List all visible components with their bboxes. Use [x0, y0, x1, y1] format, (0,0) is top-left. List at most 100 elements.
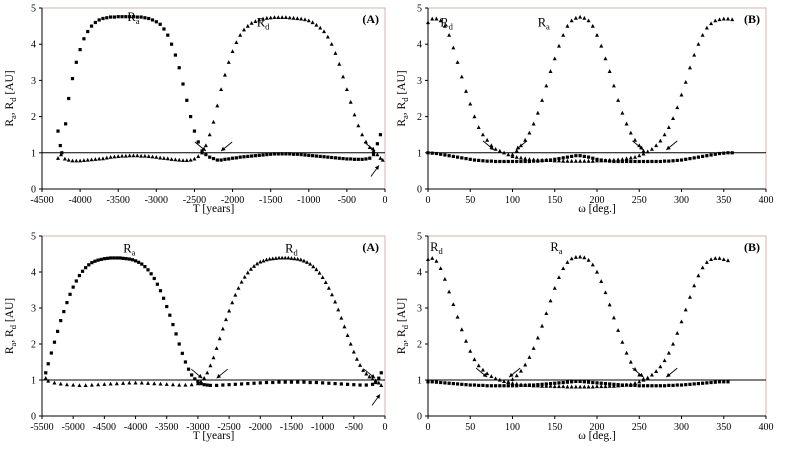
x-tick-label: 350	[716, 195, 731, 206]
y-tick-label: 5	[31, 4, 36, 15]
data-point	[553, 381, 557, 385]
data-point	[264, 380, 269, 385]
x-tick-label: -4500	[30, 195, 53, 206]
data-point	[675, 158, 679, 163]
data-point	[641, 384, 646, 388]
y-axis-label-part: R	[396, 119, 408, 127]
data-point	[89, 157, 94, 162]
y-axis-label-part: [AU]	[396, 298, 408, 325]
data-point	[493, 146, 498, 151]
data-point	[288, 152, 292, 156]
data-point	[510, 381, 515, 385]
data-point	[493, 376, 498, 381]
data-point	[102, 257, 106, 261]
data-point	[314, 154, 318, 158]
curve-label: Rd	[440, 15, 453, 31]
data-point	[662, 358, 667, 363]
data-point	[82, 37, 86, 41]
x-tick-label: -2000	[249, 422, 272, 433]
data-point	[590, 384, 595, 389]
data-point	[133, 259, 138, 263]
data-point	[629, 383, 633, 387]
curve-label: Ra	[123, 242, 135, 258]
data-point	[183, 382, 188, 387]
data-point	[671, 383, 675, 387]
data-point	[318, 25, 323, 30]
data-point	[569, 158, 574, 163]
data-point	[595, 384, 599, 389]
data-point	[208, 363, 213, 368]
data-point	[227, 308, 232, 313]
data-point	[527, 355, 532, 359]
data-point	[46, 362, 50, 366]
y-axis-label-part: a	[8, 342, 18, 346]
data-point	[540, 98, 545, 102]
data-point	[349, 157, 353, 161]
data-point	[730, 17, 735, 22]
data-point	[481, 159, 485, 163]
data-point	[120, 15, 124, 19]
data-point	[292, 256, 297, 261]
data-point	[578, 254, 583, 259]
data-point	[514, 154, 519, 159]
data-point	[637, 153, 642, 158]
data-point	[671, 159, 675, 163]
data-point	[333, 156, 338, 160]
data-point	[202, 383, 206, 387]
data-point	[116, 15, 120, 19]
data-point	[624, 350, 629, 355]
x-tick-label: 300	[674, 195, 689, 206]
data-point	[52, 380, 57, 385]
data-point	[717, 256, 722, 260]
data-point	[578, 158, 583, 163]
x-axis-label: ω [deg.]	[578, 430, 616, 442]
data-point	[548, 69, 553, 73]
data-point	[189, 115, 193, 119]
curve-label-sub: a	[136, 16, 140, 26]
curve-label-main: R	[257, 15, 266, 29]
data-point	[164, 382, 169, 386]
curve-label-main: R	[440, 15, 449, 29]
x-tick-label: 150	[547, 195, 562, 206]
data-point	[223, 157, 227, 161]
y-tick-label: 5	[31, 232, 36, 243]
data-point	[205, 383, 209, 387]
data-point	[624, 156, 629, 161]
y-axis-label-part: d	[400, 97, 410, 102]
y-tick-label: 0	[417, 185, 422, 196]
data-point	[646, 384, 650, 388]
data-point	[637, 384, 641, 388]
data-point	[666, 125, 671, 130]
data-point	[202, 376, 207, 380]
data-point	[726, 151, 730, 155]
data-point	[199, 379, 204, 384]
data-point	[489, 374, 494, 378]
data-point	[214, 346, 219, 350]
data-point	[360, 157, 364, 161]
curve-label-main: R	[285, 242, 294, 256]
data-point	[102, 382, 107, 386]
data-point	[310, 20, 315, 25]
data-point	[320, 275, 325, 279]
data-point	[654, 159, 658, 164]
data-point	[318, 154, 322, 159]
curve-label: Rd	[430, 240, 443, 256]
data-point	[280, 255, 285, 260]
data-point	[326, 286, 331, 290]
data-point	[268, 15, 273, 20]
x-tick-label: -3000	[145, 195, 168, 206]
y-axis-label-part: , R	[396, 329, 408, 343]
data-point	[687, 65, 692, 70]
data-point	[314, 267, 319, 272]
data-point	[238, 32, 243, 37]
x-tick-label: 0	[383, 195, 388, 206]
data-point	[68, 292, 72, 296]
data-point	[56, 156, 61, 160]
data-point	[590, 23, 595, 28]
data-point	[455, 314, 460, 319]
data-point	[426, 151, 430, 155]
data-point	[286, 255, 291, 260]
data-point	[688, 156, 692, 161]
data-point	[523, 362, 528, 367]
